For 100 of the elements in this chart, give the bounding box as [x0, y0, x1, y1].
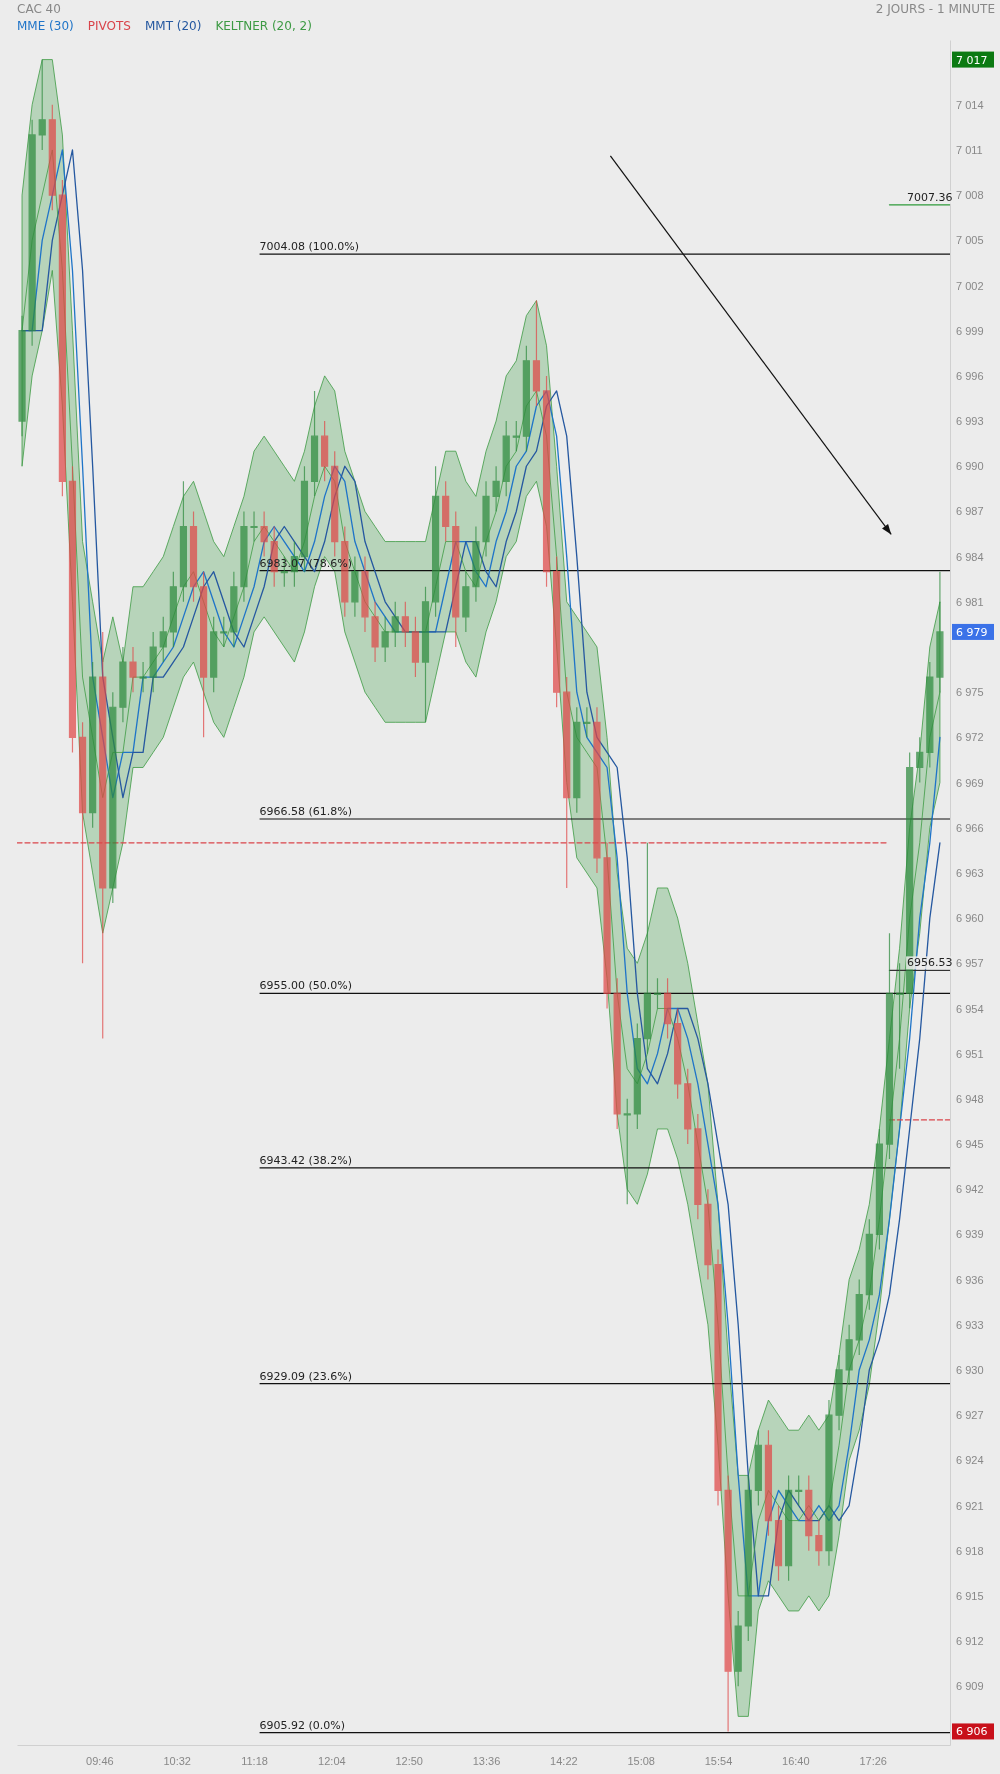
candlestick — [411, 616, 420, 678]
candlestick — [532, 299, 541, 407]
x-tick-label: 14:22 — [550, 1754, 578, 1767]
candlestick — [240, 510, 248, 603]
y-tick-label: 6 996 — [956, 369, 984, 382]
candlestick — [553, 556, 561, 708]
annotation: 6956.53 — [907, 956, 953, 970]
candlestick — [835, 1354, 843, 1431]
candlestick — [643, 842, 652, 1055]
y-tick-label: 6 957 — [956, 957, 984, 970]
candlestick — [28, 119, 36, 347]
x-tick-label: 15:08 — [627, 1754, 655, 1767]
candlestick — [38, 58, 46, 151]
candlestick — [916, 736, 924, 784]
y-tick-label: 6 912 — [956, 1635, 984, 1648]
candlestick — [442, 480, 450, 543]
candlestick — [694, 1113, 702, 1220]
chart-title: CAC 40 — [17, 2, 61, 16]
candlestick — [754, 1429, 762, 1507]
x-tick-label: 09:46 — [86, 1754, 114, 1767]
ref-line-label: 6929.09 (23.6%) — [259, 1369, 353, 1383]
candlestick — [129, 646, 137, 693]
candlestick — [845, 1324, 853, 1386]
ref-line-label: 6905.92 (0.0%) — [259, 1718, 346, 1732]
y-tick-label: 6 999 — [956, 324, 984, 337]
candlestick — [179, 480, 188, 603]
candlestick — [48, 104, 56, 211]
candlestick — [633, 1022, 641, 1130]
candlestick — [684, 1068, 692, 1145]
text: MME (30) — [17, 19, 74, 33]
candlestick — [653, 977, 662, 1010]
x-tick-label: 12:04 — [318, 1754, 346, 1767]
candlestick — [331, 450, 339, 558]
candlestick — [744, 1474, 752, 1642]
x-tick-label: 15:54 — [704, 1754, 733, 1767]
candlestick — [189, 510, 198, 603]
candlestick — [361, 556, 369, 633]
candlestick — [785, 1474, 793, 1582]
x-tick-label: 16:40 — [782, 1754, 810, 1767]
candlestick — [149, 631, 157, 693]
candlestick — [724, 1474, 732, 1733]
candlestick — [774, 1504, 783, 1582]
candlestick — [492, 465, 500, 513]
x-tick-label: 10:32 — [163, 1754, 191, 1767]
candlestick — [200, 571, 208, 738]
candlestick — [623, 1098, 631, 1205]
y-tick-label: 7 014 — [956, 98, 984, 111]
candlestick — [573, 706, 581, 814]
candlestick — [452, 510, 460, 648]
y-tick-label: 6 915 — [956, 1589, 984, 1602]
y-tick-label: 6 927 — [956, 1409, 984, 1422]
candlestick — [875, 1128, 883, 1251]
annotation: 7 017 — [956, 53, 988, 67]
y-tick-label: 6 960 — [956, 912, 984, 925]
y-tick-label: 6 969 — [956, 776, 984, 789]
candlestick — [795, 1474, 803, 1507]
candlestick — [169, 571, 177, 648]
candlestick — [109, 691, 117, 904]
candlestick — [583, 706, 591, 738]
candlestick — [764, 1429, 773, 1537]
text: PIVOTS — [87, 19, 131, 33]
candlestick — [714, 1248, 722, 1507]
candlestick — [139, 661, 147, 693]
y-tick-label: 6 909 — [956, 1680, 984, 1693]
y-tick-label: 6 930 — [956, 1363, 984, 1376]
x-tick-label: 12:50 — [395, 1754, 423, 1767]
text: KELTNER (20, 2) — [215, 19, 312, 33]
candlestick — [936, 571, 944, 693]
candlestick — [704, 1188, 712, 1281]
ref-line-label: 7004.08 (100.0%) — [259, 240, 360, 254]
y-tick-label: 6 963 — [956, 866, 984, 879]
candlestick — [381, 616, 389, 663]
ref-line-label: 6943.42 (38.2%) — [259, 1153, 353, 1167]
annotation: 6 906 — [956, 1725, 988, 1739]
candlestick — [462, 571, 470, 633]
candlestick — [401, 601, 409, 648]
candlestick — [472, 525, 480, 603]
y-tick-label: 6 924 — [956, 1454, 984, 1467]
candlestick — [351, 556, 359, 618]
y-tick-label: 7 011 — [956, 143, 983, 156]
candlestick — [855, 1278, 863, 1356]
candlestick — [512, 420, 520, 452]
candlestick — [663, 977, 672, 1040]
candlestick — [58, 179, 66, 497]
candlestick — [220, 616, 228, 648]
y-tick-label: 6 918 — [956, 1544, 984, 1557]
y-tick-label: 6 975 — [956, 686, 984, 699]
y-tick-label: 6 939 — [956, 1228, 984, 1241]
y-tick-label: 6 981 — [956, 595, 984, 608]
y-tick-label: 7 002 — [956, 279, 984, 292]
candlestick — [119, 646, 127, 723]
candlestick — [210, 616, 218, 693]
y-tick-label: 6 948 — [956, 1092, 984, 1105]
x-tick-label: 11:18 — [241, 1754, 268, 1767]
candlestick — [825, 1399, 833, 1567]
x-tick-label: 13:36 — [472, 1754, 501, 1767]
candlestick — [815, 1519, 823, 1567]
candlestick — [260, 510, 268, 558]
y-tick-label: 6 942 — [956, 1183, 984, 1196]
candlestick — [391, 601, 399, 648]
